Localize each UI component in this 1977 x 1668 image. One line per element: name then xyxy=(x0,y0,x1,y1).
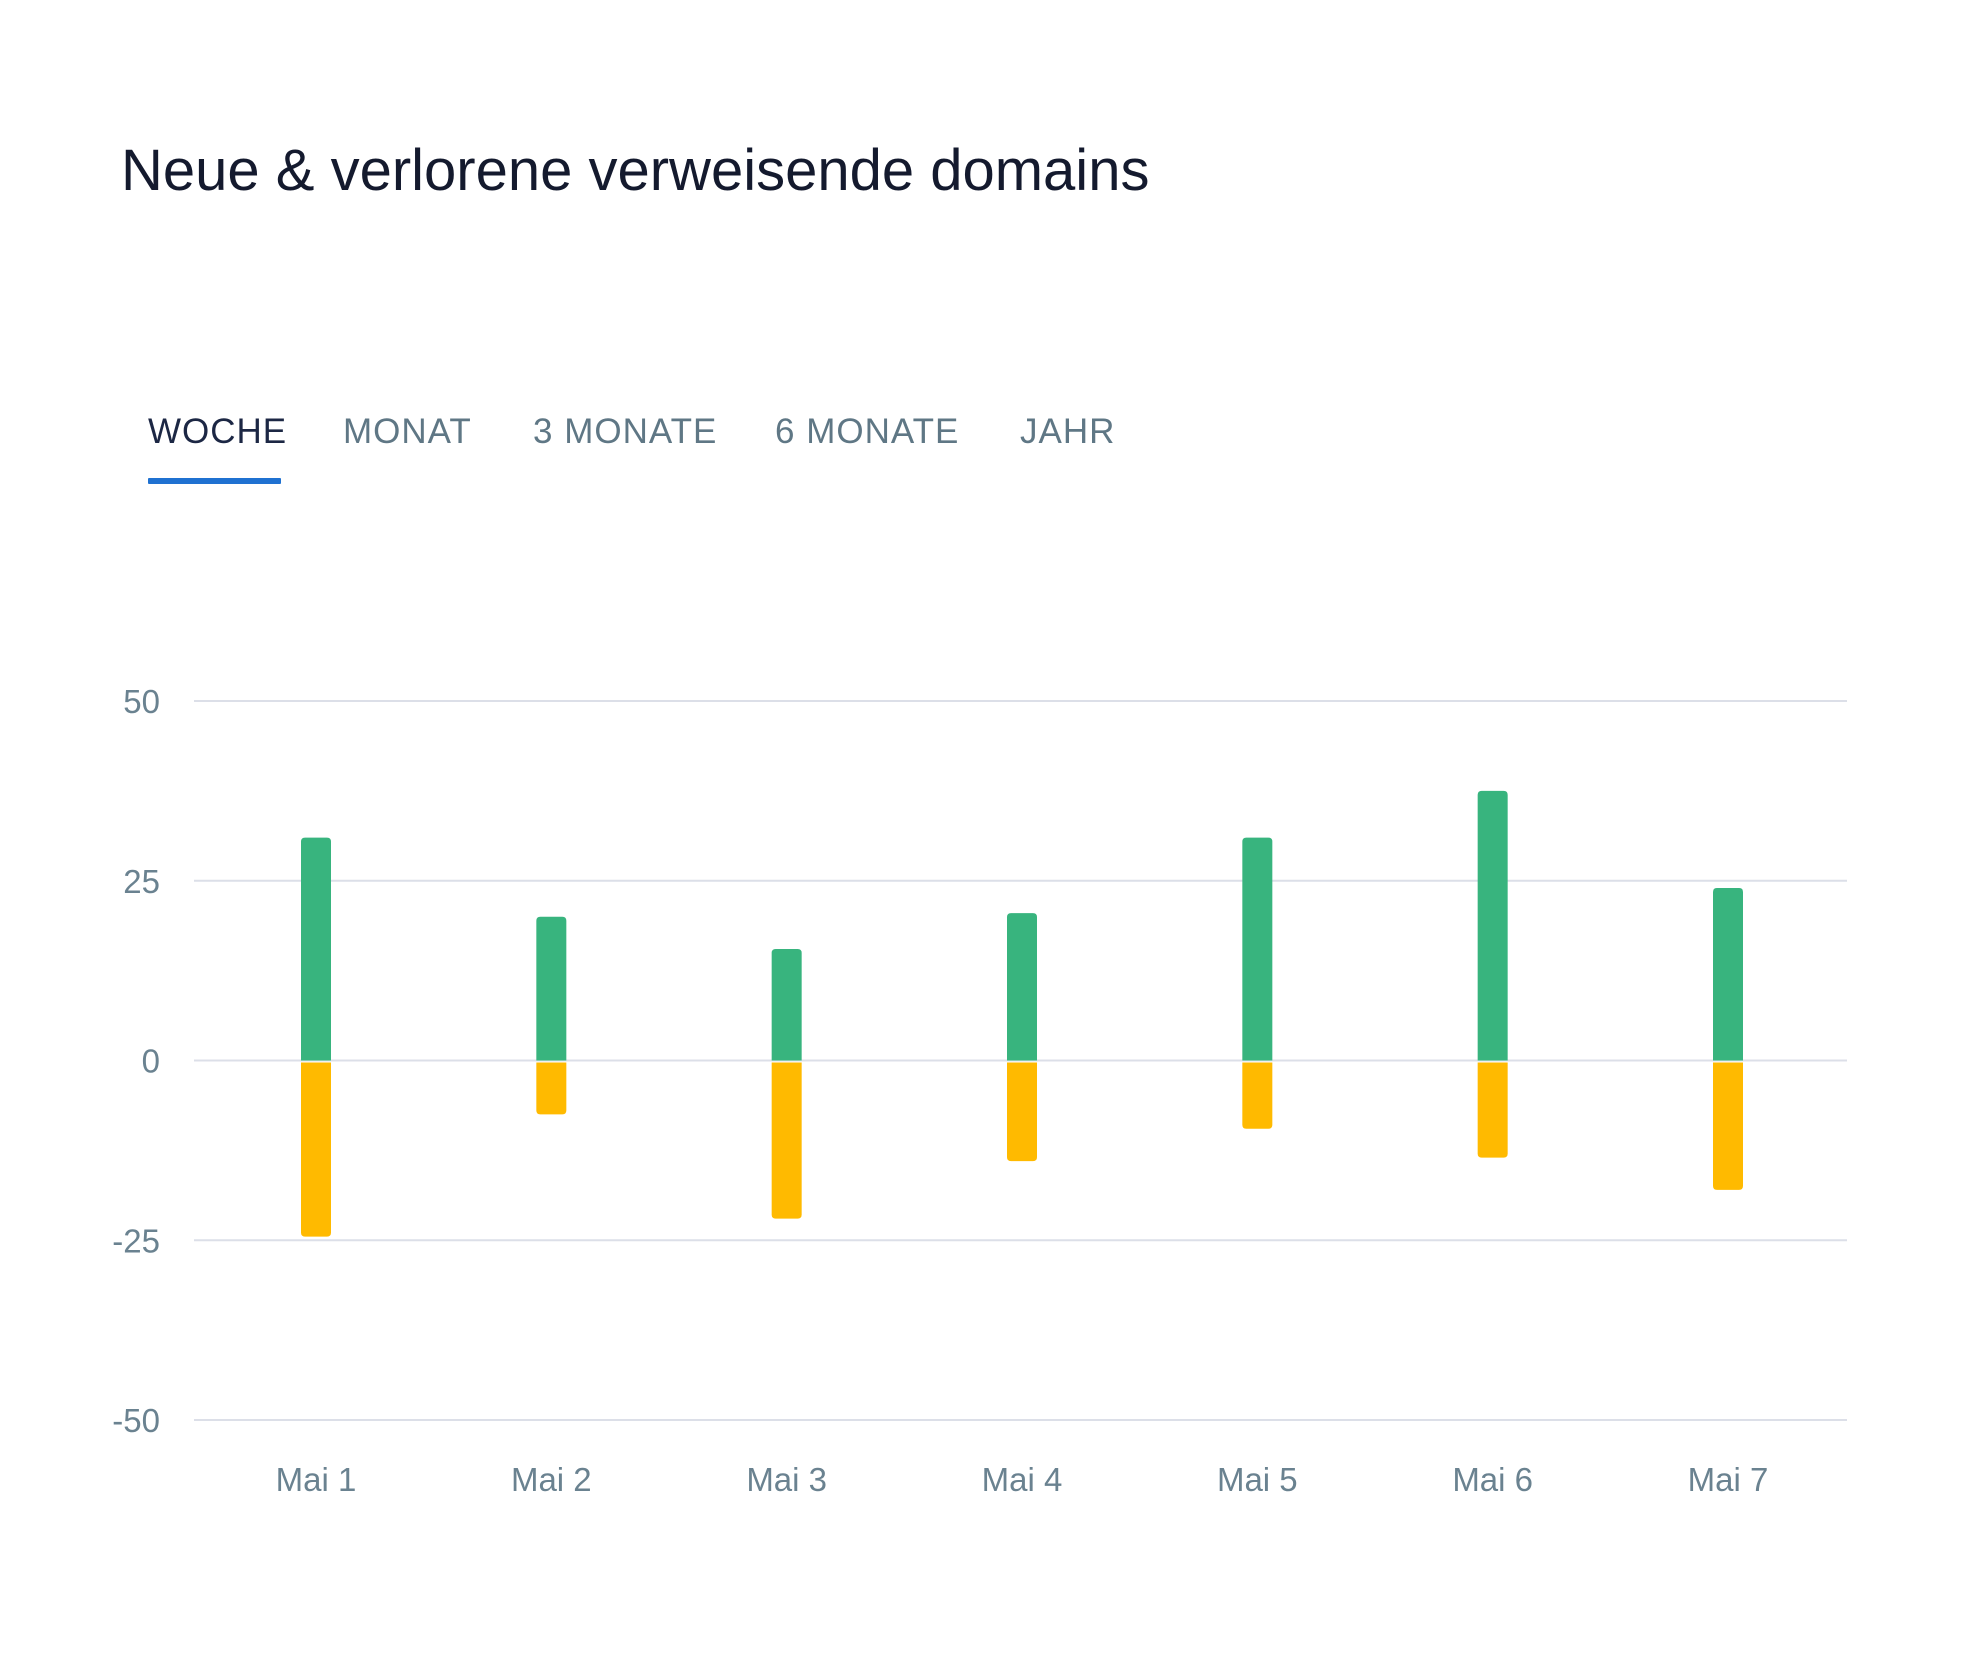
active-tab-indicator xyxy=(148,478,281,484)
bar-lost[interactable] xyxy=(771,1062,802,1219)
bar-new[interactable] xyxy=(1477,790,1508,1061)
y-tick-label: 0 xyxy=(142,1043,160,1080)
bar-new[interactable] xyxy=(1242,837,1273,1061)
page-title: Neue & verlorene verweisende domains xyxy=(121,138,1150,203)
bar-new[interactable] xyxy=(1713,887,1743,1061)
x-tick-label: Mai 7 xyxy=(1688,1461,1769,1498)
bar-lost[interactable] xyxy=(536,1062,567,1115)
x-tick-label: Mai 6 xyxy=(1452,1461,1533,1498)
tab-jahr[interactable]: JAHR xyxy=(1020,412,1116,451)
bar-lost[interactable] xyxy=(1242,1062,1273,1129)
tab-6-monate[interactable]: 6 MONATE xyxy=(775,412,960,451)
x-tick-label: Mai 1 xyxy=(276,1461,357,1498)
tab-monat[interactable]: MONAT xyxy=(343,412,472,451)
x-tick-label: Mai 5 xyxy=(1217,1461,1298,1498)
tab-woche[interactable]: WOCHE xyxy=(148,412,288,451)
bar-new[interactable] xyxy=(1007,913,1037,1061)
x-tick-label: Mai 3 xyxy=(746,1461,827,1498)
bar-new[interactable] xyxy=(771,949,802,1061)
x-tick-label: Mai 2 xyxy=(511,1461,592,1498)
y-tick-label: 50 xyxy=(123,683,160,720)
y-tick-label: 25 xyxy=(123,863,160,900)
bar-lost[interactable] xyxy=(1713,1062,1743,1190)
y-tick-label: -50 xyxy=(112,1402,160,1439)
bar-lost[interactable] xyxy=(301,1062,331,1237)
bar-new[interactable] xyxy=(301,837,331,1061)
tab-3-monate[interactable]: 3 MONATE xyxy=(533,412,718,451)
bar-new[interactable] xyxy=(536,916,567,1061)
y-tick-label: -25 xyxy=(112,1222,160,1259)
bar-lost[interactable] xyxy=(1007,1062,1037,1162)
bar-lost[interactable] xyxy=(1477,1062,1508,1158)
x-tick-label: Mai 4 xyxy=(982,1461,1063,1498)
